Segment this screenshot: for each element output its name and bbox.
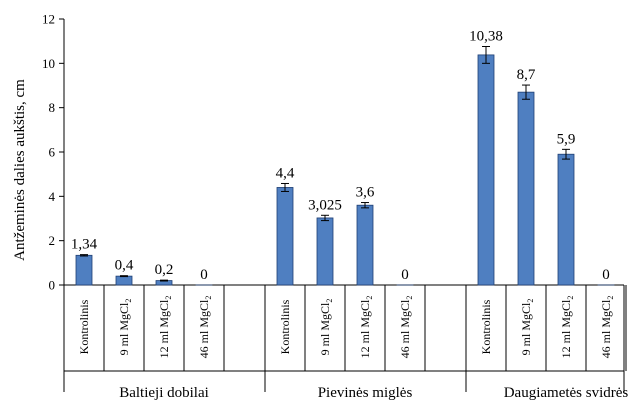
category-table: Kontrolinis 9 ml MgCl2 12 ml MgCl2 46 ml Mg… — [63, 285, 629, 401]
bar — [517, 91, 535, 286]
bar — [477, 54, 495, 286]
group-label: Daugiametės svidrės — [504, 385, 629, 401]
category-label: 46 ml MgCl2 — [197, 296, 213, 359]
bar — [75, 254, 93, 286]
data-label: 10,38 — [469, 28, 503, 44]
data-label: 0,2 — [155, 262, 174, 278]
bar — [356, 204, 374, 286]
y-tick-label: 12 — [42, 12, 55, 27]
category-label: 9 ml MgCl2 — [519, 299, 535, 356]
y-tick-label: 2 — [49, 233, 56, 248]
group-label: Baltieji dobilai — [119, 385, 209, 401]
bar — [276, 187, 294, 286]
bars: 1,34 0,4 0,2 0 4,4 3,025 3,6 0 10,38 8,7 5,9 0 — [71, 28, 615, 286]
data-label: 0 — [602, 267, 610, 283]
data-label: 3,6 — [356, 185, 375, 201]
y-tick-label: 8 — [49, 100, 56, 115]
category-label: 9 ml MgCl2 — [117, 299, 133, 356]
category-label: 12 ml MgCl2 — [358, 296, 374, 359]
data-label: 5,9 — [557, 131, 576, 147]
category-label: 46 ml MgCl2 — [398, 296, 414, 359]
y-tick-label: 10 — [42, 56, 55, 71]
category-label: 12 ml MgCl2 — [157, 296, 173, 359]
y-tick-label: 0 — [49, 278, 56, 293]
category-label: Kontrolinis — [479, 299, 493, 354]
bar — [557, 153, 575, 286]
data-label: 8,7 — [517, 67, 536, 83]
bar — [115, 275, 133, 286]
y-axis-label: Antžeminės dalies aukštis, cm — [12, 79, 28, 261]
data-label: 0 — [401, 267, 409, 283]
data-label: 0 — [200, 267, 208, 283]
bar — [316, 217, 334, 286]
data-label: 0,4 — [115, 258, 134, 274]
group-label: Pievinės miglės — [318, 385, 413, 401]
data-label: 3,025 — [308, 197, 342, 213]
data-label: 4,4 — [276, 165, 295, 181]
category-label: 9 ml MgCl2 — [318, 299, 334, 356]
y-tick-label: 6 — [49, 145, 56, 160]
category-label: Kontrolinis — [77, 299, 91, 354]
category-label: Kontrolinis — [278, 299, 292, 354]
category-label: 12 ml MgCl2 — [559, 296, 575, 359]
category-label: 46 ml MgCl2 — [599, 296, 615, 359]
y-tick-label: 4 — [49, 189, 56, 204]
data-label: 1,34 — [71, 237, 98, 253]
